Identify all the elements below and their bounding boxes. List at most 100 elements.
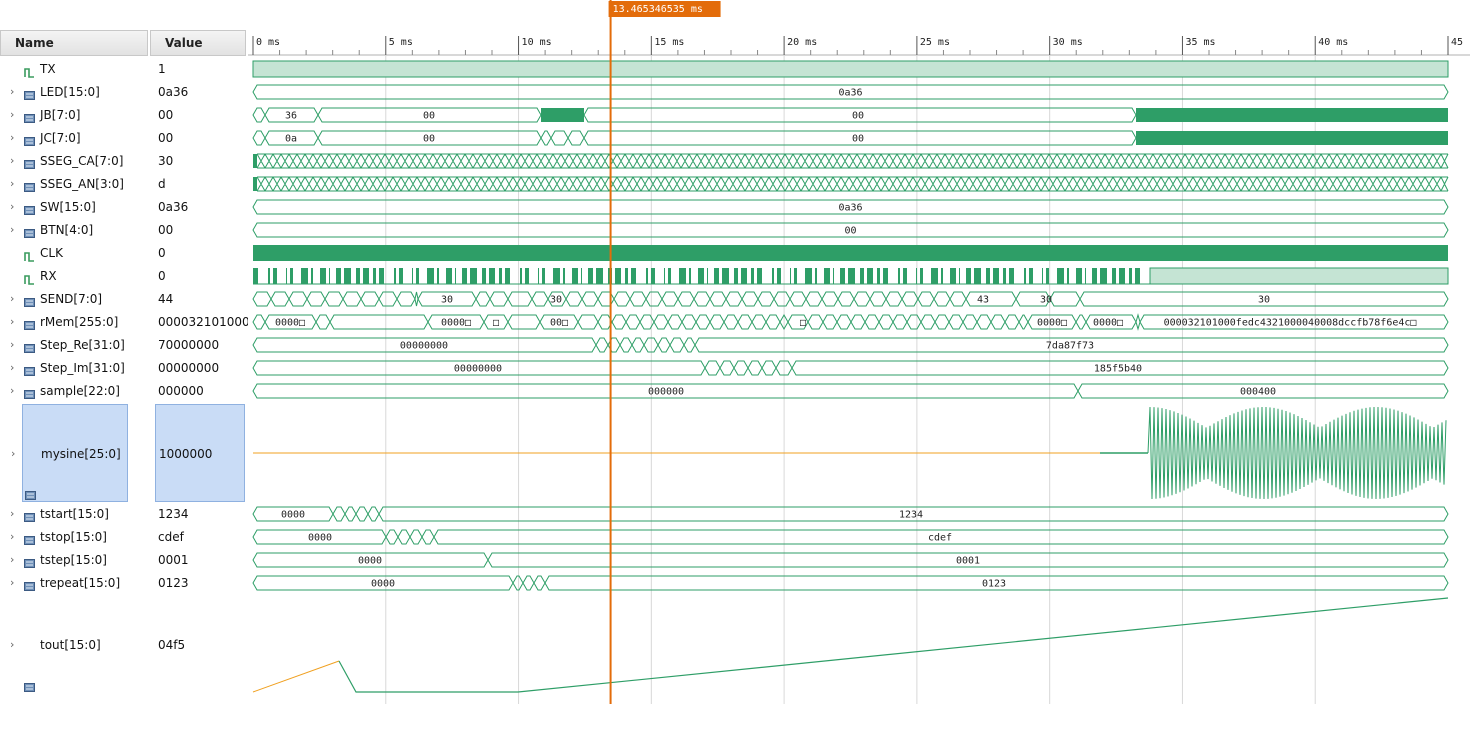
expand-chevron-icon[interactable]: › <box>11 447 16 460</box>
signal-value: 70000000 <box>158 338 220 352</box>
signal-row-4[interactable]: › SSEG_CA[7:0] <box>0 150 148 172</box>
bus-segment <box>669 337 685 353</box>
expand-chevron-icon[interactable]: › <box>10 384 15 397</box>
expand-chevron-icon[interactable]: › <box>10 154 15 167</box>
expand-chevron-icon[interactable]: › <box>10 553 15 566</box>
bus-segment <box>565 291 583 307</box>
signal-row-19[interactable]: › trepeat[15:0] <box>0 572 148 594</box>
signal-row-13[interactable]: › Step_Im[31:0] <box>0 357 148 379</box>
bus-value-label: 0000□ <box>1037 318 1067 329</box>
expand-chevron-icon[interactable]: › <box>10 200 15 213</box>
bus-signal-icon <box>24 508 35 522</box>
signal-name-label: tstep[15:0] <box>40 553 107 567</box>
signal-row-6[interactable]: › SW[15:0] <box>0 196 148 218</box>
bus-segment <box>725 291 743 307</box>
signal-value: 00000000 <box>158 361 220 375</box>
bus-segment <box>1077 383 1449 399</box>
bus-segment <box>976 314 992 330</box>
bus-segment <box>807 314 824 330</box>
rx-idle-high <box>1149 267 1449 285</box>
signal-row-0[interactable]: TX <box>0 58 148 80</box>
signal-row-18[interactable]: › tstep[15:0] <box>0 549 148 571</box>
bus-value-label: 0001 <box>956 556 980 567</box>
bus-segment <box>906 314 922 330</box>
ruler-tick-label: 35 ms <box>1185 37 1215 48</box>
bus-segment <box>948 314 964 330</box>
signal-name-label: trepeat[15:0] <box>40 576 121 590</box>
name-column-header[interactable]: Name <box>0 30 148 56</box>
bit-signal-icon <box>24 63 35 78</box>
bus-value-label: 0a <box>285 134 297 145</box>
expand-chevron-icon[interactable]: › <box>10 638 15 651</box>
signal-row-8[interactable]: CLK <box>0 242 148 264</box>
signal-value: cdef <box>158 530 184 544</box>
expand-chevron-icon[interactable]: › <box>10 338 15 351</box>
expand-chevron-icon[interactable]: › <box>10 223 15 236</box>
bus-segment <box>878 314 894 330</box>
bus-value-label: □ <box>800 318 806 329</box>
bus-segment <box>421 529 435 545</box>
bus-signal-icon <box>25 448 36 500</box>
value-column-header[interactable]: Value <box>150 30 246 56</box>
expand-chevron-icon[interactable]: › <box>10 507 15 520</box>
rx-serial-bits <box>253 268 1140 284</box>
bus-segment <box>1079 291 1449 307</box>
waveform-canvas[interactable]: 0 ms 5 ms 10 ms 15 ms 20 ms 25 ms 30 ms 35 ms 40… <box>248 0 1470 704</box>
bus-segment <box>765 314 781 330</box>
signal-name-label: tstart[15:0] <box>40 507 109 521</box>
waveform-panel[interactable]: 0 ms 5 ms 10 ms 15 ms 20 ms 25 ms 30 ms 35 ms 40… <box>248 0 1470 704</box>
signal-row-3[interactable]: › JC[7:0] <box>0 127 148 149</box>
bus-value-label: 00 <box>852 134 864 145</box>
signal-row-15[interactable]: › mysine[25:0] <box>11 404 128 502</box>
bus-segment <box>378 506 1449 522</box>
bus-dense-block <box>253 154 257 168</box>
signal-row-17[interactable]: › tstop[15:0] <box>0 526 148 548</box>
bus-segment <box>821 291 839 307</box>
bus-segment <box>723 314 739 330</box>
expand-chevron-icon[interactable]: › <box>10 108 15 121</box>
expand-chevron-icon[interactable]: › <box>10 177 15 190</box>
expand-chevron-icon[interactable]: › <box>10 530 15 543</box>
signal-row-20[interactable]: › tout[15:0] <box>0 595 148 695</box>
signal-row-9[interactable]: RX <box>0 265 148 287</box>
bus-segment <box>252 291 272 307</box>
signal-row-12[interactable]: › Step_Re[31:0] <box>0 334 148 356</box>
signal-value: 04f5 <box>158 638 186 652</box>
bus-segment <box>1049 291 1081 307</box>
bus-value-label: 00 <box>423 134 435 145</box>
expand-chevron-icon[interactable]: › <box>10 361 15 374</box>
expand-chevron-icon[interactable]: › <box>10 85 15 98</box>
expand-chevron-icon[interactable]: › <box>10 576 15 589</box>
signal-row-1[interactable]: › LED[15:0] <box>0 81 148 103</box>
bus-segment <box>385 529 399 545</box>
signal-row-11[interactable]: › rMem[255:0] <box>0 311 148 333</box>
bus-signal-icon <box>24 316 35 330</box>
signal-value: 0a36 <box>158 85 189 99</box>
signal-name-label: tout[15:0] <box>40 638 101 652</box>
signal-row-7[interactable]: › BTN[4:0] <box>0 219 148 241</box>
bus-segment <box>288 291 308 307</box>
bus-segment <box>577 314 599 330</box>
bus-segment <box>252 107 266 123</box>
bus-segment <box>741 291 759 307</box>
expand-chevron-icon[interactable]: › <box>10 315 15 328</box>
expand-chevron-icon[interactable]: › <box>10 292 15 305</box>
signal-value: 000032101000f <box>158 315 248 329</box>
signal-name-label: BTN[4:0] <box>40 223 94 237</box>
bus-segment <box>694 337 1449 353</box>
signal-row-2[interactable]: › JB[7:0] <box>0 104 148 126</box>
bus-segment <box>917 291 935 307</box>
bus-segment <box>693 291 711 307</box>
tout-ramp-initial <box>252 660 340 693</box>
ruler-tick-label: 10 ms <box>522 37 552 48</box>
tx-high-level <box>252 60 1449 78</box>
signal-row-16[interactable]: › tstart[15:0] <box>0 503 148 525</box>
expand-chevron-icon[interactable]: › <box>10 131 15 144</box>
bus-segment <box>933 291 951 307</box>
signal-name-label: RX <box>40 269 57 283</box>
signal-row-5[interactable]: › SSEG_AN[3:0] <box>0 173 148 195</box>
signal-row-14[interactable]: › sample[22:0] <box>0 380 148 402</box>
signal-row-10[interactable]: › SEND[7:0] <box>0 288 148 310</box>
bus-segment <box>252 84 1449 100</box>
signal-name-label: JB[7:0] <box>40 108 81 122</box>
